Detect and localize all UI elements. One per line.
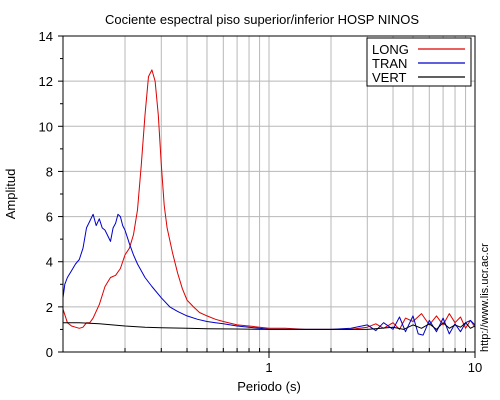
x-tick-label: 1: [265, 360, 272, 375]
series-layer: [63, 69, 475, 336]
legend-label-vert: VERT: [372, 70, 406, 85]
y-tick-label: 12: [39, 74, 53, 89]
legend: LONG TRAN VERT: [366, 37, 472, 87]
y-tick-label: 4: [46, 255, 53, 270]
credit-url: http://www.lis.ucr.ac.cr: [479, 243, 491, 352]
legend-label-tran: TRAN: [372, 56, 407, 71]
legend-label-long: LONG: [372, 42, 409, 57]
chart-title: Cociente espectral piso superior/inferio…: [105, 12, 419, 27]
y-tick-label: 0: [46, 345, 53, 360]
series-line-tran: [63, 213, 475, 336]
ticks: 0 2 4 6 8 10 12 14 1 10: [39, 29, 483, 375]
x-tick-label: 10: [468, 360, 482, 375]
y-axis-title: Amplitud: [3, 169, 18, 220]
series-line-vert: [63, 322, 475, 330]
series-line-long: [63, 69, 475, 330]
y-tick-label: 2: [46, 300, 53, 315]
y-tick-label: 10: [39, 119, 53, 134]
grid: [63, 36, 475, 352]
x-axis-title: Periodo (s): [237, 379, 301, 394]
y-tick-label: 6: [46, 210, 53, 225]
y-tick-label: 8: [46, 164, 53, 179]
legend-box: [366, 37, 472, 87]
y-tick-label: 14: [39, 29, 53, 44]
